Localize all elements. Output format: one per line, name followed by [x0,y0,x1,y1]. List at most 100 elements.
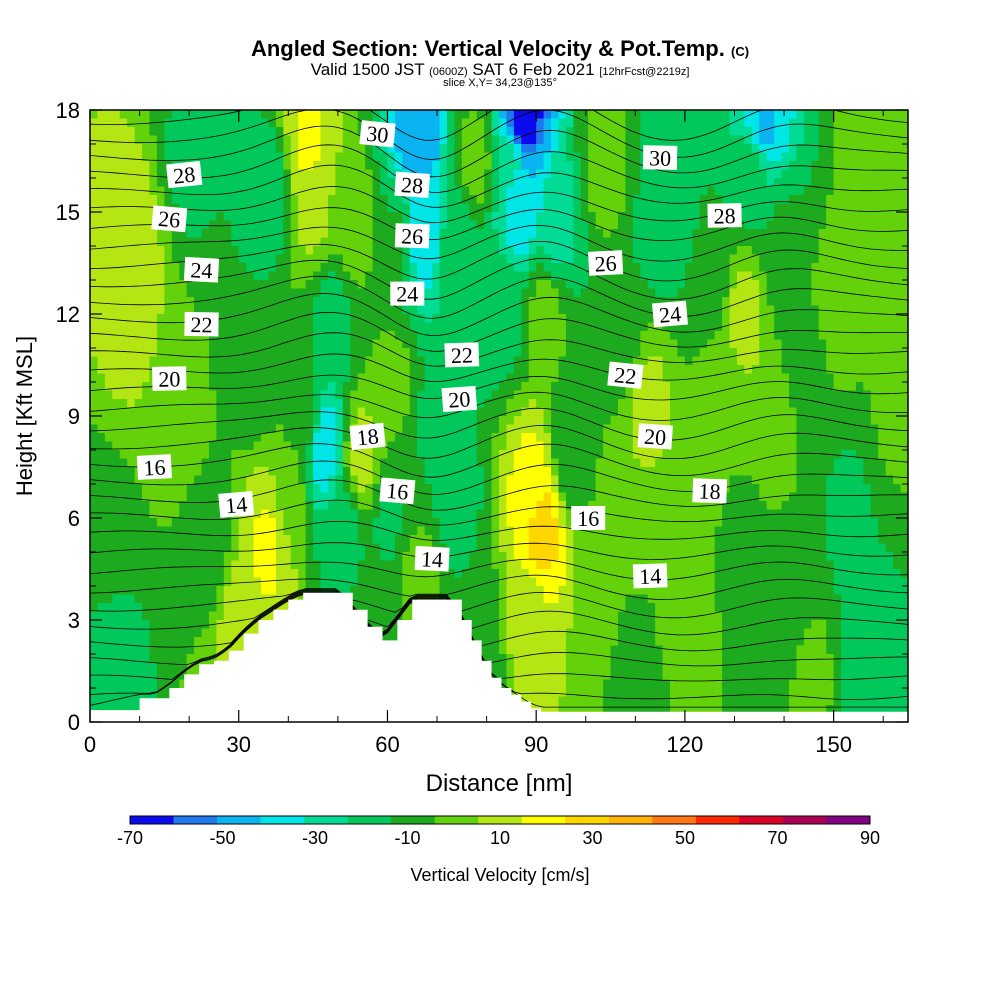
velocity-cell [156,620,165,630]
velocity-cell [499,263,508,273]
velocity-cell [253,314,262,324]
velocity-cell [275,144,284,154]
velocity-cell [580,305,589,315]
velocity-cell [342,186,351,196]
velocity-cell [499,220,508,230]
velocity-cell [446,492,455,502]
velocity-cell [565,246,574,256]
velocity-cell [357,543,366,553]
velocity-cell [357,484,366,494]
velocity-cell [573,671,582,681]
velocity-cell [104,628,113,638]
velocity-cell [290,305,299,315]
velocity-cell [588,203,597,213]
velocity-cell [208,628,218,638]
velocity-cell [90,458,99,468]
velocity-cell [313,450,322,460]
velocity-cell [499,297,508,307]
velocity-cell [134,246,143,256]
velocity-cell [127,433,136,443]
velocity-cell [320,484,329,494]
velocity-cell [380,594,389,604]
velocity-cell [543,637,552,647]
velocity-cell [357,186,366,196]
velocity-cell [179,603,188,613]
velocity-cell [558,118,567,128]
velocity-cell [253,348,262,358]
velocity-cell [536,509,545,519]
velocity-cell [261,127,270,137]
velocity-cell [469,220,478,230]
velocity-cell [104,688,113,698]
velocity-cell [365,169,374,179]
velocity-cell [171,416,180,426]
velocity-cell [298,280,307,290]
velocity-cell [223,127,232,137]
velocity-cell [342,501,351,511]
velocity-cell [320,178,329,188]
velocity-cell [469,135,478,145]
velocity-cell [461,212,470,222]
velocity-cell [112,450,121,460]
velocity-cell [484,526,493,536]
velocity-cell [97,475,106,485]
velocity-cell [90,526,99,536]
velocity-cell [179,305,188,315]
velocity-cell [513,458,522,468]
velocity-cell [171,348,180,358]
velocity-cell [536,297,545,307]
velocity-cell [90,169,99,179]
velocity-cell [231,484,240,494]
velocity-cell [231,203,240,213]
velocity-cell [409,450,418,460]
velocity-cell [127,569,136,579]
velocity-cell [313,577,322,587]
velocity-cell [246,246,255,256]
velocity-cell [432,365,441,375]
velocity-cell [223,569,232,579]
velocity-cell [439,305,448,315]
velocity-cell [417,110,426,120]
velocity-cell [208,441,218,451]
velocity-cell [417,424,426,434]
velocity-cell [342,246,351,256]
velocity-cell [551,416,560,426]
velocity-cell [142,135,151,145]
velocity-cell [335,110,344,120]
velocity-cell [573,339,582,349]
velocity-cell [186,348,195,358]
velocity-cell [565,416,574,426]
velocity-cell [565,509,574,519]
velocity-cell [417,203,426,213]
velocity-cell [588,628,597,638]
velocity-cell [231,535,240,545]
velocity-cell [119,620,128,630]
velocity-cell [543,526,552,536]
velocity-cell [298,484,307,494]
velocity-cell [387,390,396,400]
velocity-cell [499,586,508,596]
velocity-cell [409,458,418,468]
velocity-cell [432,518,441,528]
velocity-cell [90,577,99,587]
velocity-cell [119,271,128,281]
velocity-cell [521,195,530,205]
velocity-cell [439,424,448,434]
velocity-cell [350,390,359,400]
velocity-cell [536,518,545,528]
velocity-cell [268,169,277,179]
velocity-cell [417,586,426,596]
velocity-cell [327,484,336,494]
velocity-cell [142,331,151,341]
velocity-cell [208,560,218,570]
velocity-cell [253,263,262,273]
velocity-cell [595,560,604,570]
velocity-cell [603,161,612,171]
velocity-cell [454,178,463,188]
velocity-cell [528,688,537,698]
velocity-cell [253,441,262,451]
velocity-cell [387,543,396,553]
velocity-cell [246,382,255,392]
velocity-cell [112,118,121,128]
velocity-cell [528,280,537,290]
